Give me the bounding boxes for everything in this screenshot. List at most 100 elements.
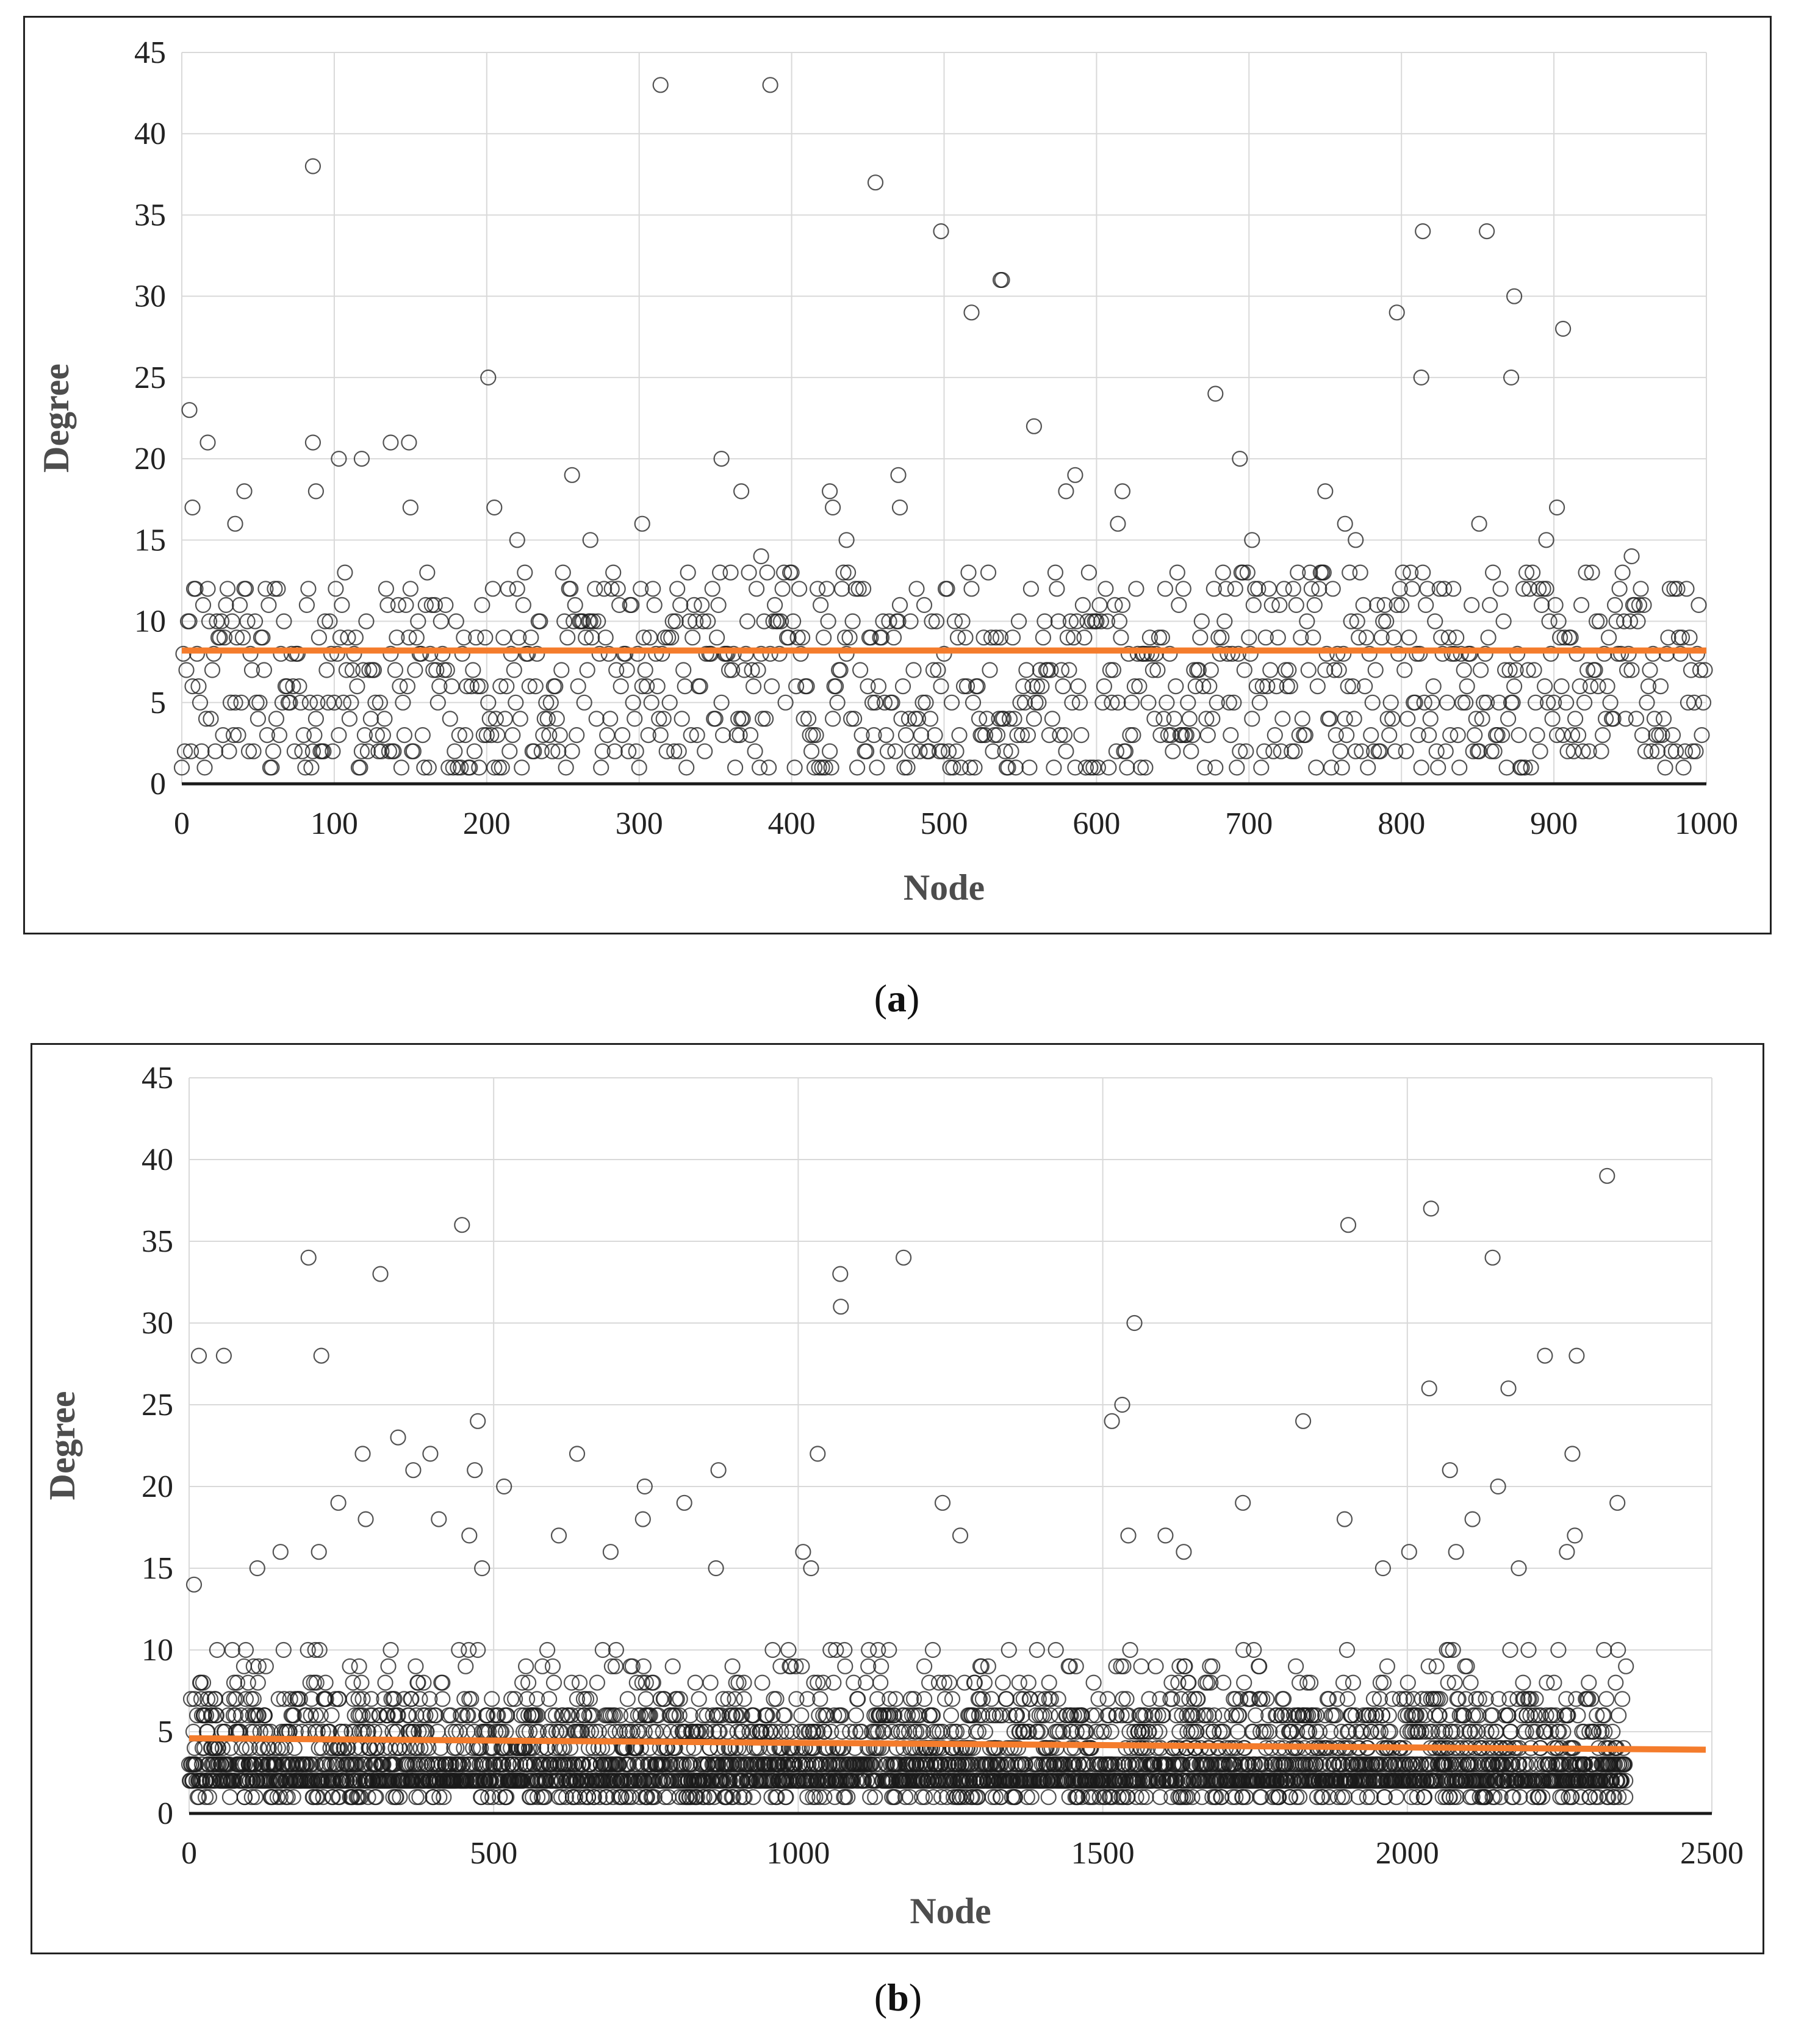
- data-point: [461, 1641, 477, 1659]
- data-point: [966, 1674, 983, 1691]
- data-point: [511, 629, 527, 646]
- data-point: [1652, 678, 1669, 695]
- data-point: [736, 662, 753, 678]
- data-point: [1525, 1789, 1542, 1806]
- data-point: [1537, 1723, 1554, 1740]
- data-point: [1254, 678, 1271, 695]
- data-point: [1021, 759, 1038, 776]
- data-point: [1675, 759, 1692, 776]
- data-point: [1195, 678, 1212, 695]
- data-point: [1440, 1674, 1456, 1691]
- data-point: [564, 743, 580, 759]
- data-point: [1655, 711, 1672, 727]
- data-point: [997, 743, 1013, 759]
- data-point: [294, 743, 311, 759]
- y-axis-title: Degree: [36, 364, 76, 473]
- data-point: [1037, 1691, 1053, 1707]
- data-point: [1416, 694, 1432, 711]
- data-point: [408, 1658, 424, 1674]
- data-point: [683, 726, 699, 744]
- data-point: [250, 1658, 267, 1674]
- data-point: [1064, 694, 1080, 711]
- data-point: [783, 564, 800, 581]
- data-point: [1329, 645, 1346, 662]
- data-point: [1367, 662, 1384, 678]
- data-point: [1446, 1674, 1463, 1691]
- data-point: [454, 645, 470, 662]
- data-point: [1540, 694, 1556, 711]
- data-point: [1267, 726, 1283, 744]
- data-point: [1003, 743, 1019, 759]
- data-point: [415, 1674, 432, 1691]
- data-point: [1480, 629, 1497, 646]
- data-point: [1040, 1789, 1057, 1806]
- data-point: [609, 581, 626, 597]
- data-point: [1604, 1723, 1621, 1740]
- data-point: [261, 597, 277, 614]
- data-point: [555, 564, 571, 581]
- data-point: [295, 726, 312, 744]
- outlier-point: [383, 434, 399, 451]
- outlier-point: [810, 1446, 826, 1462]
- data-point: [925, 1723, 942, 1740]
- data-point: [638, 1691, 654, 1707]
- outlier-point: [474, 1560, 490, 1577]
- data-point: [1511, 1756, 1528, 1773]
- data-point: [1303, 1674, 1319, 1691]
- outlier-point: [236, 483, 253, 500]
- data-point: [1634, 726, 1651, 744]
- data-point: [685, 629, 701, 646]
- data-point: [879, 1756, 896, 1773]
- data-point: [596, 581, 613, 597]
- outlier-point: [1374, 1560, 1391, 1577]
- data-point: [1108, 743, 1125, 759]
- data-point: [569, 1691, 586, 1707]
- data-point: [376, 1691, 392, 1707]
- data-point: [559, 629, 576, 646]
- outlier-point: [1336, 1511, 1353, 1527]
- data-point: [899, 759, 916, 776]
- data-point: [1329, 1789, 1346, 1806]
- data-point: [480, 694, 497, 711]
- data-point: [710, 1756, 727, 1773]
- data-point: [1077, 759, 1094, 776]
- data-point: [1055, 1723, 1071, 1740]
- data-point: [1273, 743, 1289, 759]
- data-point: [1589, 1707, 1605, 1724]
- data-point: [628, 743, 644, 759]
- data-point: [666, 743, 683, 759]
- data-point: [519, 1691, 536, 1707]
- data-point: [1490, 1691, 1507, 1707]
- data-point: [1531, 1789, 1547, 1806]
- y-axis-title: Degree: [42, 1391, 82, 1501]
- data-point: [237, 1691, 254, 1707]
- data-point: [1518, 1707, 1535, 1724]
- data-point: [227, 694, 243, 711]
- data-point: [1581, 1789, 1598, 1806]
- data-point: [744, 1723, 761, 1740]
- data-point: [731, 726, 748, 744]
- data-point: [646, 1789, 663, 1806]
- data-point: [671, 1707, 688, 1724]
- data-point: [925, 662, 942, 678]
- panel-a: 0 5 10 15 20 25 30 35 40 45 0 100 200 300 400 500 600 700…: [23, 16, 1772, 1020]
- data-point: [1485, 1756, 1501, 1773]
- data-point: [528, 1691, 545, 1707]
- data-point: [655, 711, 672, 727]
- data-point: [760, 759, 777, 776]
- data-point: [1345, 678, 1361, 695]
- data-point: [634, 1674, 650, 1691]
- data-point: [1276, 1691, 1292, 1707]
- data-point: [1256, 743, 1273, 759]
- outlier-point: [891, 499, 908, 516]
- outlier-point: [390, 1429, 406, 1446]
- data-point: [1340, 678, 1356, 695]
- data-point: [575, 1756, 592, 1773]
- data-point: [1061, 662, 1077, 678]
- data-point: [230, 726, 246, 744]
- data-point: [1550, 613, 1567, 629]
- data-point: [1538, 1707, 1554, 1724]
- data-point: [1494, 726, 1511, 744]
- data-point: [1410, 726, 1426, 744]
- data-point: [691, 1691, 707, 1707]
